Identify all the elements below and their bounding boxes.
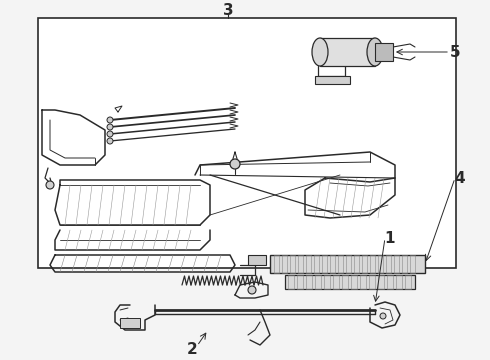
Bar xyxy=(354,255,359,273)
Bar xyxy=(290,255,295,273)
Ellipse shape xyxy=(367,38,383,66)
Bar xyxy=(387,275,393,289)
Circle shape xyxy=(46,181,54,189)
Bar xyxy=(298,255,303,273)
Bar xyxy=(369,275,375,289)
Bar xyxy=(370,255,375,273)
Text: 3: 3 xyxy=(222,3,233,18)
Bar xyxy=(338,255,343,273)
Bar xyxy=(410,255,415,273)
Bar xyxy=(402,255,407,273)
Bar xyxy=(38,18,456,268)
Bar xyxy=(248,255,266,265)
Bar xyxy=(378,255,383,273)
Bar xyxy=(375,43,393,61)
Bar xyxy=(306,255,311,273)
Bar xyxy=(405,275,411,289)
Circle shape xyxy=(107,124,113,130)
Circle shape xyxy=(248,286,256,294)
Bar xyxy=(324,275,330,289)
Text: 2: 2 xyxy=(187,342,197,357)
Bar xyxy=(342,275,348,289)
Circle shape xyxy=(107,117,113,123)
Circle shape xyxy=(380,313,386,319)
Bar xyxy=(396,275,402,289)
Circle shape xyxy=(107,138,113,144)
Bar xyxy=(320,38,375,66)
Bar xyxy=(322,255,327,273)
Bar xyxy=(306,275,312,289)
Bar xyxy=(394,255,399,273)
Bar xyxy=(386,255,391,273)
Bar xyxy=(288,275,294,289)
Circle shape xyxy=(230,159,240,169)
Bar xyxy=(346,255,351,273)
Bar xyxy=(315,76,350,84)
Bar xyxy=(360,275,366,289)
Bar xyxy=(315,275,321,289)
Bar xyxy=(378,275,384,289)
Bar xyxy=(270,255,425,273)
Bar xyxy=(297,275,303,289)
Bar xyxy=(330,255,335,273)
Text: 4: 4 xyxy=(455,171,466,185)
Ellipse shape xyxy=(312,38,328,66)
Bar xyxy=(120,318,140,328)
Text: 5: 5 xyxy=(450,45,460,59)
Bar xyxy=(351,275,357,289)
Bar xyxy=(285,275,415,289)
Bar xyxy=(282,255,287,273)
Bar xyxy=(333,275,339,289)
Circle shape xyxy=(107,131,113,137)
Bar xyxy=(314,255,319,273)
Bar xyxy=(362,255,367,273)
Bar xyxy=(274,255,279,273)
Text: 1: 1 xyxy=(385,230,395,246)
